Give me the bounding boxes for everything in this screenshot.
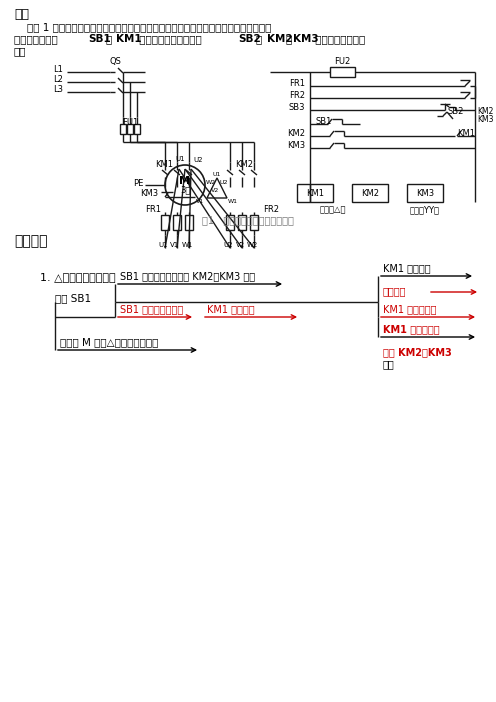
Bar — [297, 184, 333, 202]
Bar — [407, 184, 443, 202]
Text: U2: U2 — [223, 242, 233, 248]
Text: SB3: SB3 — [289, 103, 305, 112]
Text: 断对 KM2、KM3: 断对 KM2、KM3 — [383, 347, 452, 357]
Text: 行。: 行。 — [14, 46, 26, 56]
Text: 高速（YY）: 高速（YY） — [410, 205, 440, 214]
Text: U1: U1 — [158, 242, 168, 248]
Text: SB1: SB1 — [315, 117, 331, 126]
Text: SB2: SB2 — [447, 107, 463, 117]
Text: KM3: KM3 — [287, 142, 305, 150]
Text: KM3: KM3 — [140, 190, 158, 199]
Text: KM1: KM1 — [155, 160, 173, 169]
Text: KM3: KM3 — [416, 189, 434, 197]
Text: L2: L2 — [53, 74, 63, 84]
Text: KM1 自锁触头: KM1 自锁触头 — [383, 263, 431, 273]
Text: KM3: KM3 — [293, 34, 318, 44]
Text: 电动机 M 接成△形低速起动运行: 电动机 M 接成△形低速起动运行 — [60, 337, 158, 347]
Text: FU2: FU2 — [334, 57, 350, 66]
Text: KM1 主触头闭合: KM1 主触头闭合 — [383, 304, 436, 314]
Text: U2: U2 — [219, 180, 228, 185]
Text: KM2: KM2 — [267, 34, 293, 44]
Bar — [185, 215, 193, 230]
Text: SB1 常闭触头先分断对 KM2、KM3 联锁: SB1 常闭触头先分断对 KM2、KM3 联锁 — [120, 271, 255, 281]
Bar — [161, 215, 169, 230]
Bar — [226, 215, 234, 230]
Text: V1: V1 — [196, 199, 204, 204]
Text: KM1 线圈得电: KM1 线圈得电 — [207, 304, 254, 314]
Text: 联锁: 联锁 — [383, 359, 395, 369]
Text: KM1: KM1 — [116, 34, 142, 44]
Text: FR2: FR2 — [289, 91, 305, 100]
Text: 按下 SB1: 按下 SB1 — [55, 293, 91, 303]
Text: W1: W1 — [182, 242, 192, 248]
Text: 一、: 一、 — [14, 8, 29, 21]
Text: 控制电动机高速运: 控制电动机高速运 — [312, 34, 365, 44]
Text: FR2: FR2 — [263, 206, 279, 215]
Text: 、: 、 — [256, 34, 265, 44]
Text: V1: V1 — [170, 242, 180, 248]
Text: KM1 联锁触头分: KM1 联锁触头分 — [383, 324, 439, 334]
Text: FU1: FU1 — [122, 118, 138, 127]
Bar — [330, 67, 355, 77]
Text: W1: W1 — [228, 199, 238, 204]
Text: SB1: SB1 — [88, 34, 111, 44]
Text: 、: 、 — [286, 34, 292, 44]
Text: 控制线路。其中: 控制线路。其中 — [14, 34, 61, 44]
Bar — [127, 124, 133, 134]
Text: KM1: KM1 — [457, 129, 475, 138]
Text: 二、分析: 二、分析 — [14, 234, 48, 248]
Bar — [120, 124, 126, 134]
Text: KM3: KM3 — [477, 116, 494, 124]
Text: KM2: KM2 — [477, 107, 494, 117]
Text: U1: U1 — [213, 172, 221, 177]
Bar — [238, 215, 246, 230]
Text: FR1: FR1 — [145, 206, 161, 215]
Text: V2: V2 — [211, 187, 219, 192]
Text: KM1: KM1 — [306, 189, 324, 197]
Text: U1: U1 — [175, 156, 185, 162]
Text: SB2: SB2 — [238, 34, 261, 44]
Text: 、: 、 — [106, 34, 116, 44]
Bar — [173, 215, 181, 230]
Text: 控制电动机低速运行；: 控制电动机低速运行； — [136, 34, 202, 44]
Text: 如图 1 所示为接触器控制双速电动机电路，即用按钮和接触器来控制电动机高速、低速: 如图 1 所示为接触器控制双速电动机电路，即用按钮和接触器来控制电动机高速、低速 — [14, 22, 271, 32]
Text: M: M — [180, 176, 190, 186]
Bar — [134, 124, 140, 134]
Text: QS: QS — [110, 57, 122, 66]
Text: L3: L3 — [53, 84, 63, 93]
Text: 3～: 3～ — [180, 185, 190, 194]
Text: U2: U2 — [193, 157, 202, 163]
Text: KM2: KM2 — [361, 189, 379, 197]
Text: KM2: KM2 — [235, 160, 253, 169]
Text: V2: V2 — [236, 242, 245, 248]
Text: W2: W2 — [247, 242, 257, 248]
Text: FR1: FR1 — [289, 79, 305, 88]
Text: 图1   接触器控制双速电动机电路: 图1 接触器控制双速电动机电路 — [202, 215, 294, 225]
Text: KM2: KM2 — [287, 129, 305, 138]
Bar — [352, 184, 388, 202]
Text: 闭合自锁: 闭合自锁 — [383, 286, 407, 296]
Text: 1. △形低速起动运行：: 1. △形低速起动运行： — [40, 272, 116, 282]
Bar — [250, 215, 258, 230]
Text: PE: PE — [132, 178, 143, 187]
Text: SB1 常开触头后闭合: SB1 常开触头后闭合 — [120, 304, 183, 314]
Text: 低速（△）: 低速（△） — [320, 205, 346, 214]
Text: L1: L1 — [53, 65, 63, 74]
Text: W2: W2 — [206, 180, 216, 185]
